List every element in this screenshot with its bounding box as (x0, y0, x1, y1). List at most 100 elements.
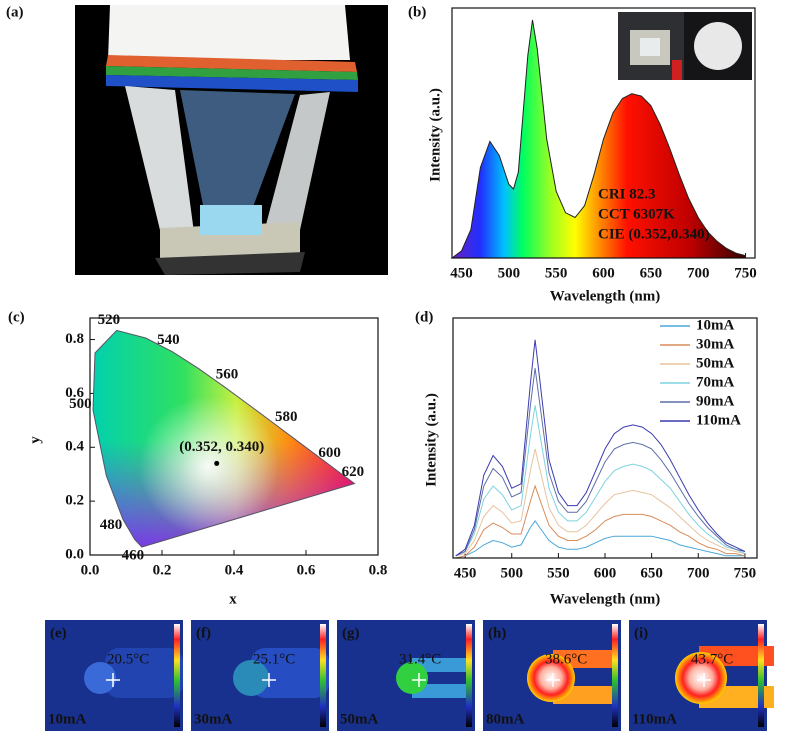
x-tick-label: 650 (640, 265, 663, 281)
point-label: (0.352, 0.340) (179, 439, 264, 455)
axis-frame (451, 7, 756, 259)
thermal-image: (e) 20.5°C 10mA (45, 620, 183, 731)
legend-label: 50mA (696, 355, 734, 371)
spectrum-line (455, 520, 745, 559)
x-axis-label: Wavelength (nm) (550, 591, 660, 607)
x-tick-label: 550 (547, 565, 570, 581)
panel-label: (h) (488, 625, 506, 641)
annotation: CIE (0.352,0.340) (598, 226, 710, 242)
x-axis-label: x (229, 591, 237, 607)
device-illustration (75, 5, 388, 275)
spectrum-line (455, 339, 746, 557)
crosshair (262, 673, 276, 687)
thermal-image: (h) 38.6°C 80mA (483, 620, 621, 731)
legend-label: 110mA (696, 412, 741, 428)
ir-spot (527, 654, 575, 702)
spectrum-line (455, 368, 746, 557)
x-tick-label: 600 (592, 265, 615, 281)
y-tick-label: 0.6 (65, 385, 84, 401)
ir-spot (396, 662, 428, 694)
spectral-locus (92, 329, 356, 548)
panel-label: (f) (196, 625, 211, 641)
chromaticity-point (214, 460, 220, 466)
color-bar (320, 624, 326, 727)
legend-label: 30mA (696, 336, 734, 352)
x-tick-label: 0.6 (297, 562, 316, 578)
temperature: 25.1°C (253, 651, 295, 667)
ir-arm (105, 648, 183, 698)
thermal-image: (g) 31.4°C 50mA (337, 620, 475, 731)
temperature: 31.4°C (399, 651, 441, 667)
crosshair (106, 673, 120, 687)
spectrum-line (455, 484, 746, 559)
temperature: 43.7°C (691, 651, 733, 667)
wavelength-label: 560 (216, 366, 239, 382)
wavelength-label: 480 (100, 517, 123, 533)
current: 50mA (340, 711, 378, 727)
color-bar (174, 624, 180, 727)
panel-label: (g) (342, 625, 360, 641)
x-tick-label: 750 (734, 265, 757, 281)
temperature: 38.6°C (545, 651, 587, 667)
crosshair (697, 673, 711, 687)
y-axis-label: Intensity (a.u.) (427, 88, 443, 182)
x-tick-label: 600 (594, 565, 617, 581)
wavelength-label: 460 (122, 548, 145, 564)
color-bar (612, 624, 618, 727)
axis-frame (89, 317, 379, 556)
x-tick-label: 0.8 (369, 562, 388, 578)
ir-spot (675, 652, 727, 704)
legend-label: 10mA (696, 317, 734, 333)
x-tick-label: 0.0 (81, 562, 100, 578)
thermal-image: (i) 43.7°C 110mA (629, 620, 774, 731)
annotation: CCT 6307K (598, 206, 675, 222)
y-axis-label: Intensity (a.u.) (423, 393, 439, 487)
crosshair (546, 673, 560, 687)
x-tick-label: 550 (545, 265, 568, 281)
current: 30mA (194, 711, 232, 727)
panel-label: (e) (50, 625, 67, 641)
thermal-image: (f) 25.1°C 30mA (191, 620, 329, 731)
white-region (138, 396, 279, 537)
wavelength-label: 600 (318, 445, 341, 461)
y-axis-label: y (27, 436, 43, 444)
color-bar (758, 624, 764, 727)
annotation: CRI 82.3 (598, 186, 656, 202)
y-tick-label: 0.0 (65, 546, 84, 562)
wavelength-label: 540 (157, 332, 180, 348)
panel-label: (i) (634, 625, 648, 641)
x-tick-label: 750 (734, 565, 757, 581)
ir-arm (412, 684, 472, 698)
x-tick-label: 700 (687, 265, 710, 281)
current: 80mA (486, 711, 524, 727)
color-bar (466, 624, 472, 727)
panel-label: (a) (6, 4, 24, 20)
ir-spot (233, 660, 269, 696)
y-tick-label: 0.2 (65, 493, 84, 509)
x-tick-label: 0.4 (225, 562, 244, 578)
x-tick-label: 700 (687, 565, 710, 581)
led-photos (618, 12, 752, 80)
spectrum-line (455, 405, 746, 557)
wavelength-label: 520 (98, 312, 121, 328)
wavelength-label: 620 (342, 464, 365, 480)
spectrum-area (450, 19, 747, 259)
y-tick-label: 0.8 (65, 331, 84, 347)
legend-label: 90mA (696, 393, 734, 409)
x-tick-label: 650 (640, 565, 663, 581)
x-tick-label: 450 (454, 565, 477, 581)
wavelength-label: 500 (69, 396, 92, 412)
panel-label: (c) (8, 309, 25, 325)
crosshair (412, 673, 426, 687)
ir-arm (251, 648, 329, 698)
x-tick-label: 0.2 (153, 562, 172, 578)
legend-label: 70mA (696, 374, 734, 390)
x-axis-label: Wavelength (nm) (550, 288, 660, 304)
x-tick-label: 500 (500, 565, 523, 581)
spectrum-line (455, 448, 746, 557)
wavelength-label: 580 (275, 409, 298, 425)
x-tick-label: 450 (450, 265, 473, 281)
y-tick-label: 0.4 (65, 439, 84, 455)
panel-label: (b) (408, 4, 426, 20)
